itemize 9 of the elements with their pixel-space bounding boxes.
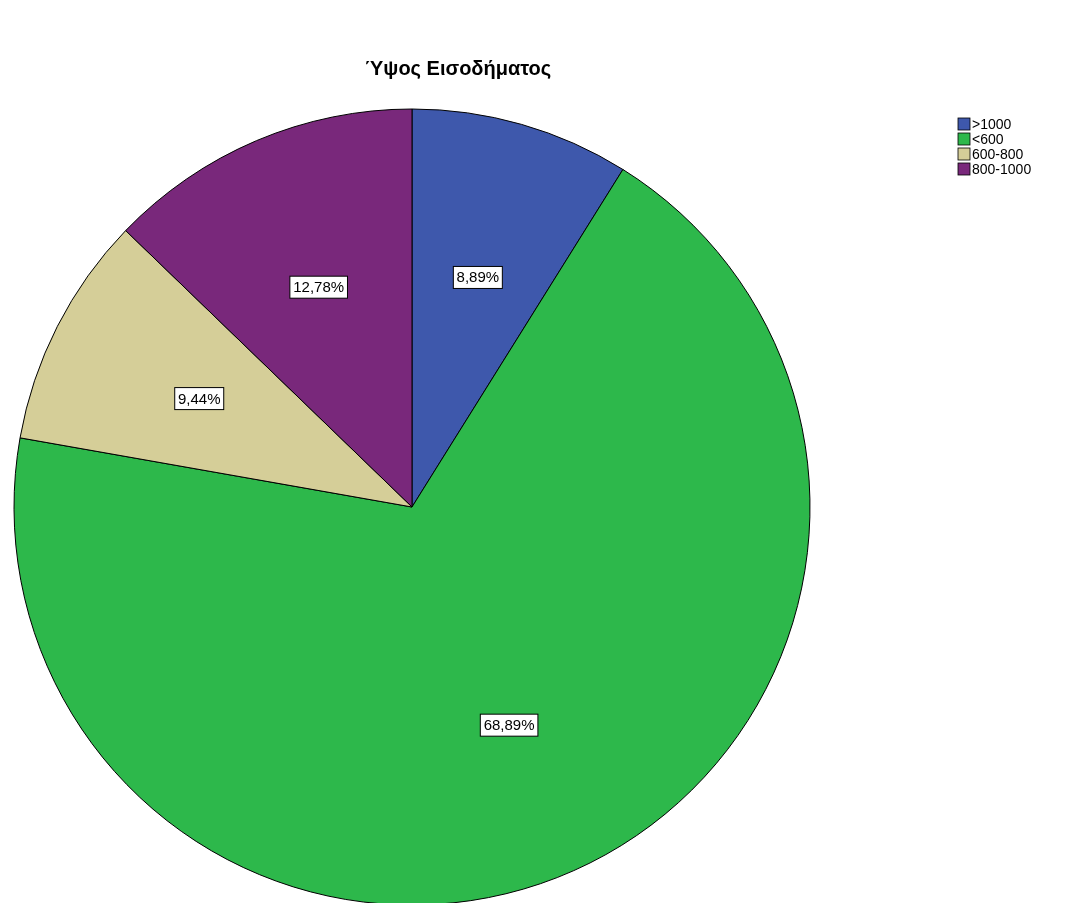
legend-label: 800-1000 [972, 161, 1032, 177]
data-label: 9,44% [177, 389, 221, 407]
legend-label: 600-800 [972, 146, 1024, 162]
chart-title: Ύψος Εισοδήματος [364, 57, 552, 79]
legend-label: <600 [972, 131, 1004, 147]
data-label: 68,89% [483, 716, 535, 734]
data-label: 12,78% [293, 278, 345, 296]
data-label: 8,89% [456, 268, 500, 286]
legend-label: >1000 [972, 116, 1012, 132]
